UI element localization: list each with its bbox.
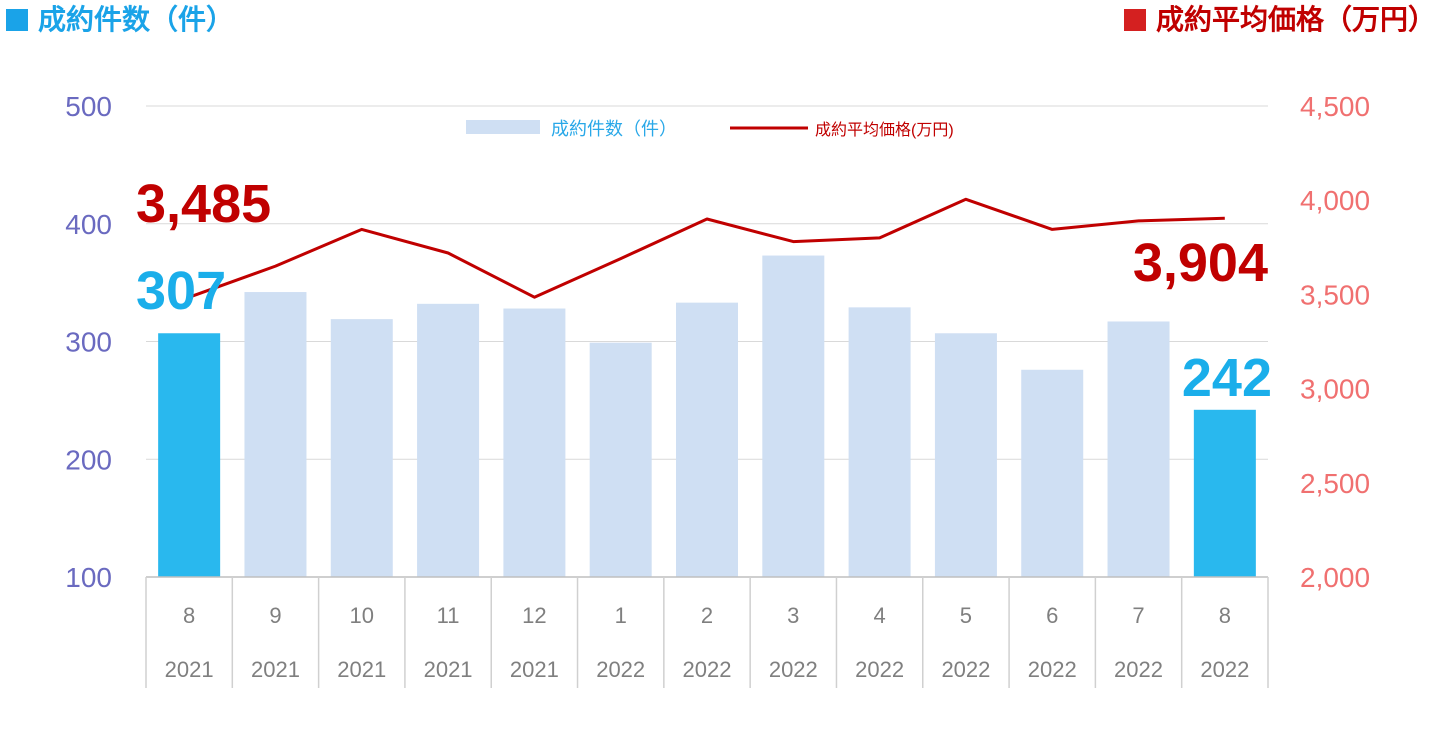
x-year-label: 2022 bbox=[769, 657, 818, 682]
bar bbox=[417, 303, 480, 577]
x-year-label: 2022 bbox=[683, 657, 732, 682]
x-month-label: 10 bbox=[350, 603, 374, 628]
bar bbox=[1021, 369, 1084, 577]
left-tick-label: 500 bbox=[65, 91, 112, 122]
x-year-label: 2022 bbox=[855, 657, 904, 682]
x-year-label: 2021 bbox=[424, 657, 473, 682]
x-year-label: 2022 bbox=[1114, 657, 1163, 682]
first-bar-label: 307 bbox=[136, 261, 226, 321]
right-tick-label: 3,500 bbox=[1300, 279, 1370, 310]
right-tick-label: 2,500 bbox=[1300, 468, 1370, 499]
legend-bar-swatch bbox=[466, 120, 540, 134]
square-icon bbox=[1123, 9, 1146, 31]
right-tick-label: 4,000 bbox=[1300, 185, 1370, 216]
left-tick-label: 300 bbox=[65, 327, 112, 358]
bar bbox=[158, 333, 221, 577]
right-axis-title-text: 成約平均価格（万円） bbox=[1155, 3, 1436, 36]
bar bbox=[676, 302, 738, 577]
x-year-label: 2021 bbox=[337, 657, 386, 682]
legend-line-label: 成約平均価格(万円) bbox=[815, 121, 954, 139]
last-bar-label: 242 bbox=[1182, 348, 1272, 408]
left-axis-title: 成約件数（件） bbox=[6, 2, 234, 38]
bar bbox=[934, 333, 997, 577]
bar bbox=[762, 255, 825, 578]
bar bbox=[330, 319, 393, 577]
x-month-label: 4 bbox=[873, 603, 885, 628]
x-month-label: 8 bbox=[183, 603, 195, 628]
bar bbox=[244, 292, 307, 577]
legend-bar-label: 成約件数（件） bbox=[551, 119, 677, 139]
right-tick-label: 4,500 bbox=[1300, 91, 1370, 122]
right-tick-label: 2,000 bbox=[1300, 562, 1370, 593]
x-month-label: 6 bbox=[1046, 603, 1058, 628]
x-month-label: 12 bbox=[522, 603, 546, 628]
bar bbox=[589, 342, 652, 577]
price-line bbox=[188, 197, 1225, 299]
bar bbox=[503, 308, 566, 577]
x-month-label: 5 bbox=[960, 603, 972, 628]
x-year-label: 2021 bbox=[251, 657, 300, 682]
bar bbox=[1193, 409, 1256, 577]
x-year-label: 2022 bbox=[1028, 657, 1077, 682]
x-month-label: 2 bbox=[701, 603, 713, 628]
x-year-label: 2022 bbox=[1200, 657, 1249, 682]
x-month-label: 9 bbox=[269, 603, 281, 628]
x-month-label: 3 bbox=[787, 603, 799, 628]
x-month-label: 11 bbox=[437, 603, 460, 628]
last-price-label: 3,904 bbox=[1133, 233, 1268, 293]
bar bbox=[848, 307, 911, 577]
right-tick-label: 3,000 bbox=[1300, 374, 1370, 405]
bar bbox=[1107, 321, 1170, 577]
x-year-label: 2022 bbox=[941, 657, 990, 682]
left-tick-label: 200 bbox=[65, 444, 112, 475]
left-tick-label: 400 bbox=[65, 209, 112, 240]
square-icon bbox=[6, 9, 28, 31]
x-year-label: 2021 bbox=[165, 657, 214, 682]
x-month-label: 8 bbox=[1219, 603, 1231, 628]
x-year-label: 2021 bbox=[510, 657, 559, 682]
left-tick-label: 100 bbox=[65, 562, 112, 593]
x-month-label: 1 bbox=[615, 603, 627, 628]
left-axis-title-text: 成約件数（件） bbox=[38, 3, 235, 36]
x-year-label: 2022 bbox=[596, 657, 645, 682]
x-month-label: 7 bbox=[1132, 603, 1144, 628]
right-axis-title: 成約平均価格（万円） bbox=[1123, 2, 1436, 38]
first-price-label: 3,485 bbox=[136, 174, 271, 234]
